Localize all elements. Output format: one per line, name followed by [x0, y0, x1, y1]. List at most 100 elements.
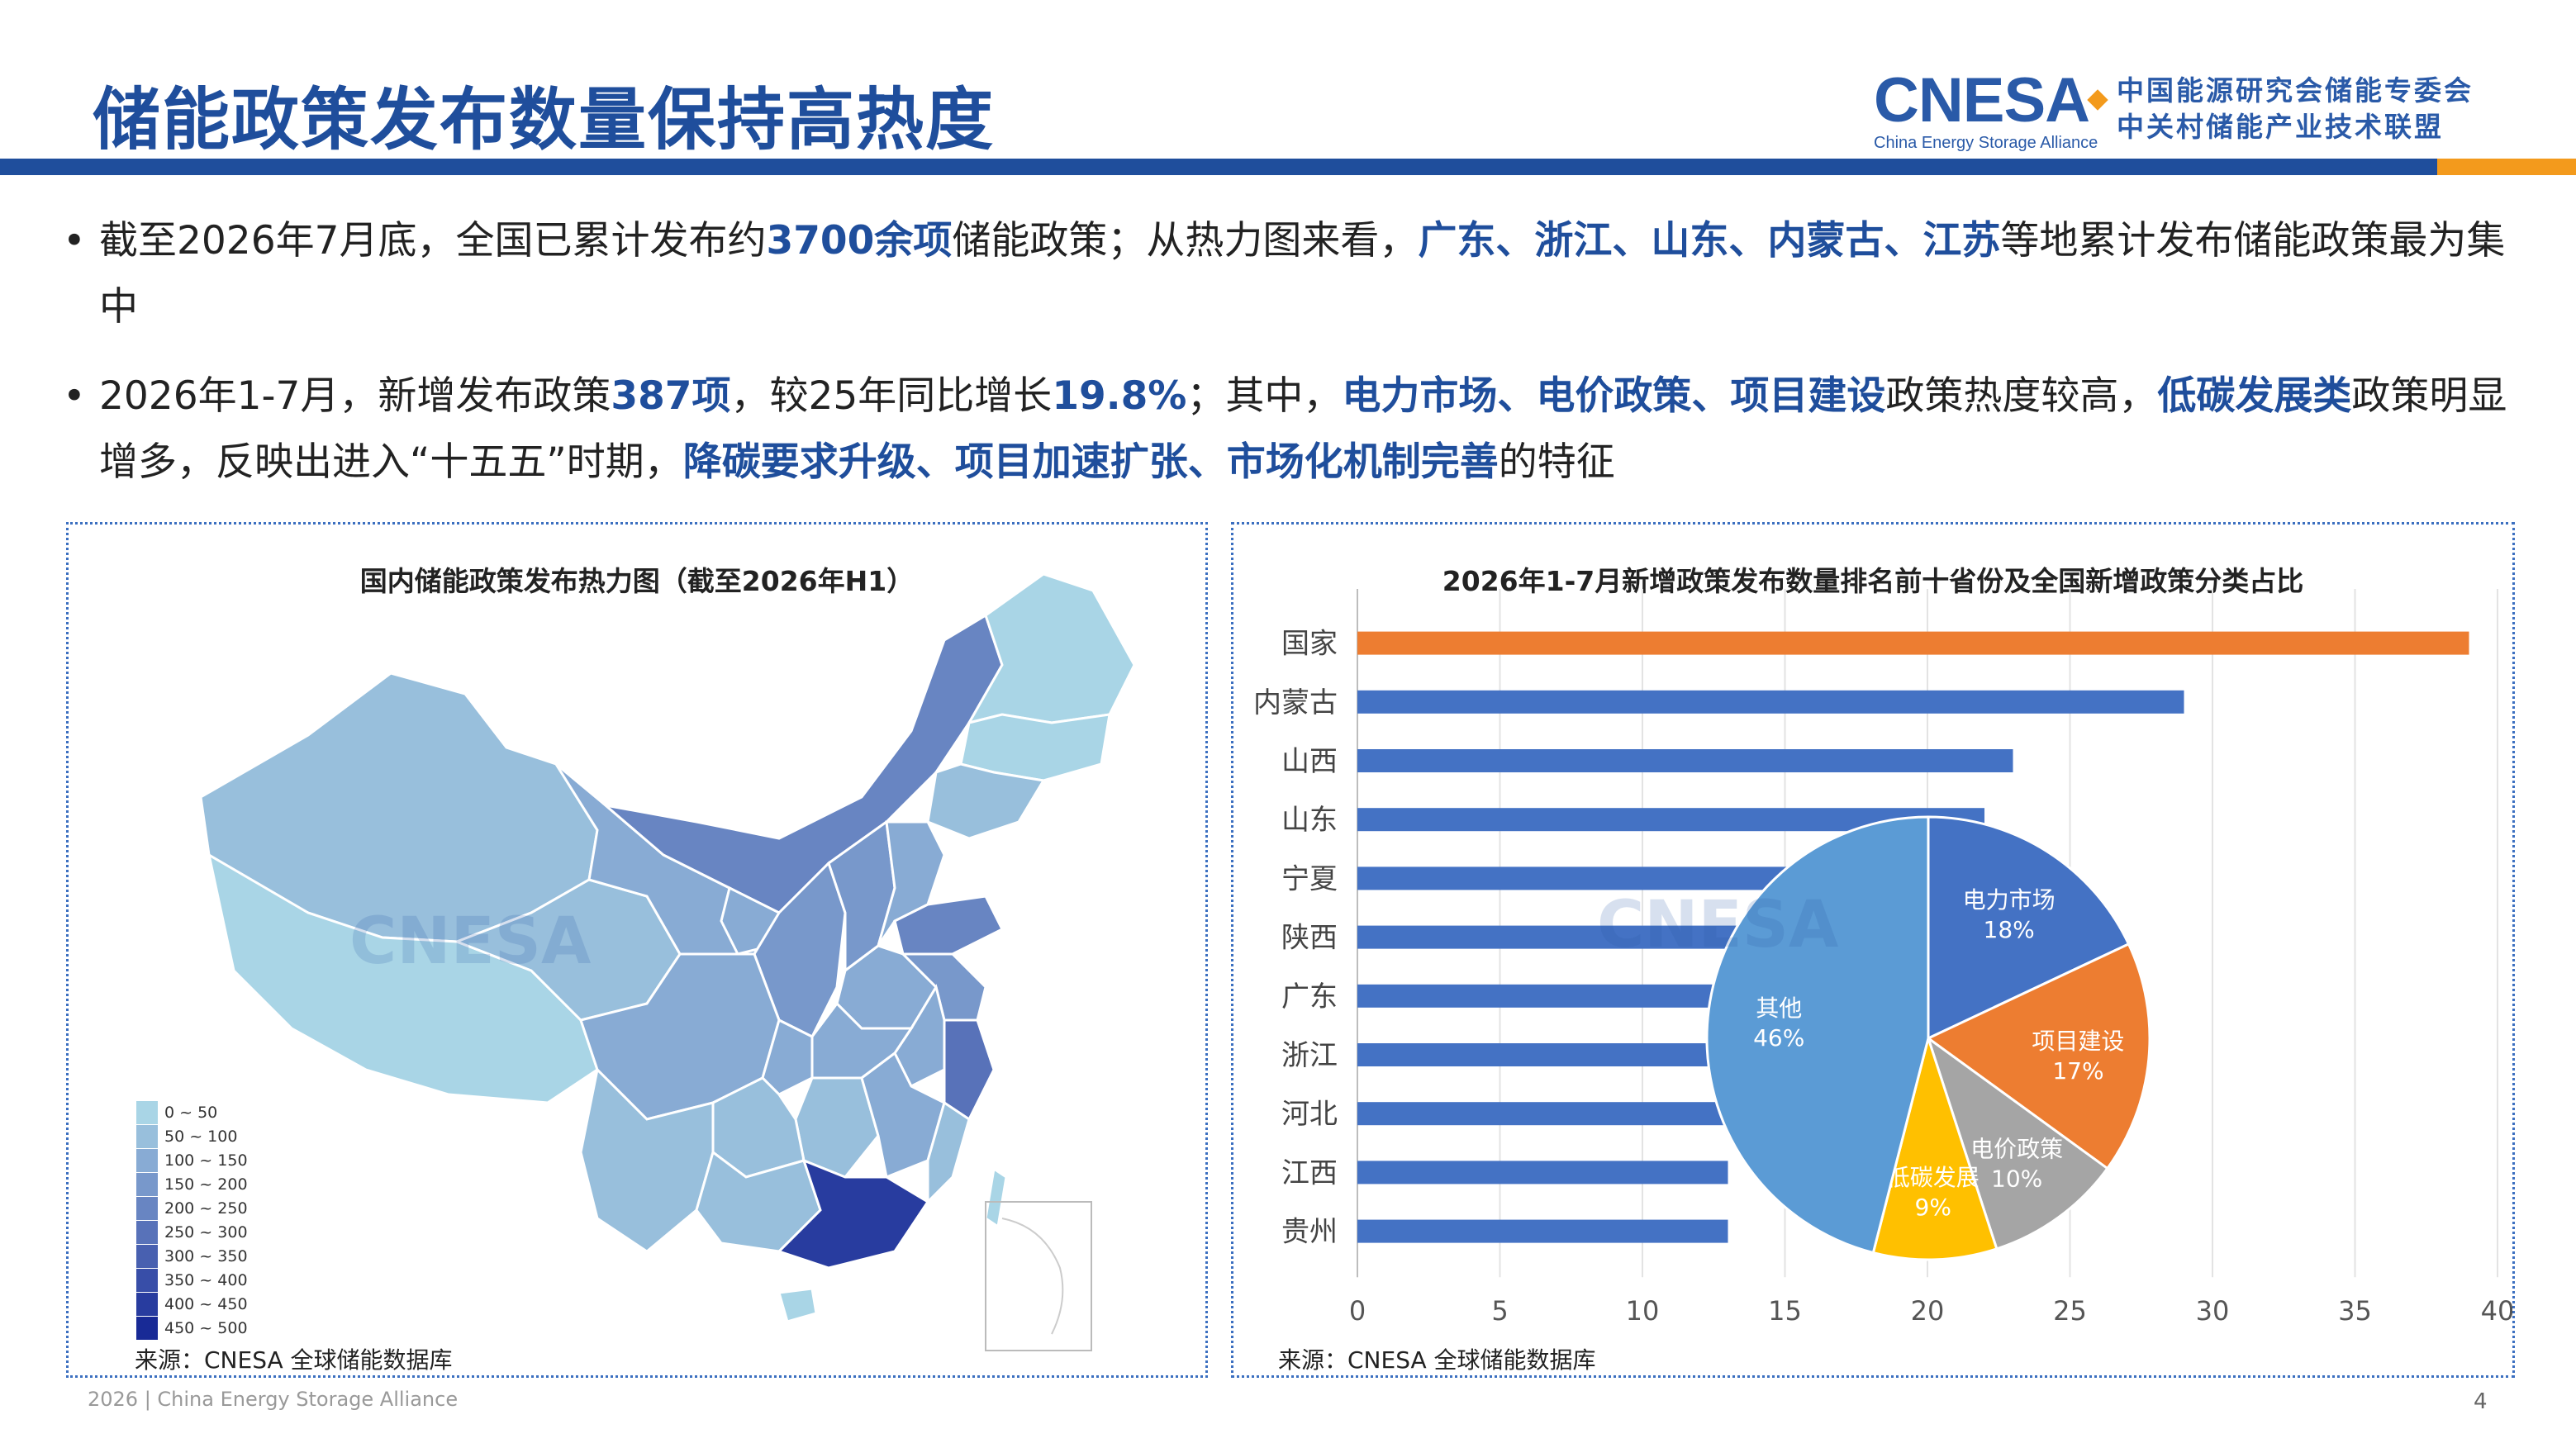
legend-label: 300 ~ 350	[164, 1247, 248, 1265]
heatmap-source: 来源：CNESA 全球储能数据库	[135, 1346, 453, 1374]
heatmap-title: 国内储能政策发布热力图（截至2026年H1）	[359, 565, 915, 597]
legend-item: 400 ~ 450	[136, 1293, 248, 1317]
bullet-text: 2026年1-7月，新增发布政策387项，较25年同比增长19.8%；其中，电力…	[99, 373, 2507, 485]
legend-label: 250 ~ 300	[164, 1223, 248, 1241]
china-heatmap	[199, 572, 1136, 1351]
logo-sub-text: China Energy Storage Alliance	[1874, 134, 2098, 152]
pie-slice-value: 18%	[1984, 916, 2035, 943]
legend-item: 250 ~ 300	[136, 1221, 248, 1245]
bar-pie-panel: 2026年1-7月新增政策发布数量排名前十省份及全国新增政策分类占比 0 5 10 1…	[1231, 522, 2515, 1378]
header-rule-accent	[2437, 159, 2576, 175]
watermark: CNESA	[349, 904, 592, 979]
bullet-segment: 2026年1-7月，新增发布政策	[99, 373, 611, 419]
bullet-highlight: 降碳要求升级、项目加速扩张、市场化机制完善	[682, 439, 1499, 485]
pie-slice-value: 46%	[1753, 1024, 1804, 1052]
bullet-highlight: 广东、浙江、山东、内蒙古、江苏	[1418, 218, 2001, 263]
bullet-segment: ；其中，	[1186, 373, 1343, 419]
legend-label: 400 ~ 450	[164, 1295, 248, 1313]
y-tick-label: 广东	[1281, 980, 1338, 1014]
pie-slice-label: 电力市场	[1963, 886, 2056, 914]
cnesa-logo: CNESA China Energy Storage Alliance	[1874, 65, 2108, 153]
bullet-highlight: 387项	[611, 373, 731, 419]
legend-label: 100 ~ 150	[164, 1151, 248, 1170]
legend-swatch	[136, 1125, 158, 1148]
bullet-highlight: 19.8%	[1052, 373, 1187, 419]
legend-item: 350 ~ 400	[136, 1269, 248, 1293]
y-tick-label: 宁夏	[1281, 862, 1338, 895]
bar	[1357, 1219, 1728, 1243]
bullet-item: • 2026年1-7月，新增发布政策387项，较25年同比增长19.8%；其中，…	[58, 363, 2520, 496]
bullet-highlight: 3700余项	[766, 218, 953, 263]
logo-main-text: CNESA	[1874, 65, 2090, 135]
bar-chart-source: 来源：CNESA 全球储能数据库	[1278, 1346, 1596, 1374]
legend-swatch	[136, 1317, 158, 1340]
bullet-dot-icon: •	[63, 373, 86, 419]
x-tick-label: 25	[2053, 1295, 2087, 1327]
logo-cn-line2: 中关村储能产业技术联盟	[2117, 111, 2444, 143]
bullet-highlight: 低碳发展类	[2157, 373, 2352, 419]
heatmap-panel: 国内储能政策发布热力图（截至2026年H1）	[66, 522, 1208, 1378]
pie-slice-label: 其他	[1756, 995, 1802, 1022]
south-china-sea-inset	[985, 1201, 1092, 1351]
legend-swatch	[136, 1293, 158, 1316]
bullet-segment: 政策明显增多，反映出进入“十五五”时期，	[99, 373, 2507, 485]
logo-cn-text: 中国能源研究会储能专委会 中关村储能产业技术联盟	[2117, 73, 2474, 145]
bullet-segment: 储能政策；从热力图来看，	[952, 218, 1419, 263]
x-tick-label: 30	[2196, 1295, 2230, 1327]
page-title: 储能政策发布数量保持高热度	[93, 81, 996, 159]
bullet-dot-icon: •	[63, 218, 86, 263]
bar	[1357, 749, 2013, 772]
pie-slice-label: 电价政策	[1970, 1135, 2063, 1162]
pie-slice-label: 低碳发展	[1887, 1164, 1980, 1191]
legend-swatch	[136, 1221, 158, 1244]
province-zhejiang	[943, 1018, 996, 1122]
legend-item: 150 ~ 200	[136, 1173, 248, 1197]
bullet-list: • 截至2026年7月底，全国已累计发布约3700余项储能政策；从热力图来看，广…	[58, 208, 2520, 519]
province-fujian	[926, 1100, 971, 1205]
legend-item: 450 ~ 500	[136, 1317, 248, 1341]
pie-slice	[1927, 815, 2131, 1041]
pie-slice	[1926, 1035, 2109, 1251]
y-tick-label: 国家	[1281, 628, 1338, 661]
y-tick-label: 江西	[1281, 1156, 1338, 1189]
watermark: CNESA	[1597, 888, 1839, 962]
pie-slice-value: 9%	[1915, 1194, 1951, 1221]
x-tick-label: 0	[1349, 1295, 1366, 1327]
pie-slice	[1926, 942, 2151, 1170]
bullet-highlight: 电力市场、电价政策、项目建设	[1342, 373, 1886, 419]
y-tick-label: 贵州	[1281, 1216, 1338, 1249]
map-provinces	[199, 572, 1136, 1323]
legend-item: 200 ~ 250	[136, 1197, 248, 1221]
bullet-segment: 等地累计发布储能政策最为集中	[99, 218, 2506, 330]
legend-label: 50 ~ 100	[164, 1128, 238, 1146]
x-tick-label: 20	[1911, 1295, 1945, 1327]
y-tick-label: 内蒙古	[1253, 686, 1338, 719]
x-tick-label: 15	[1768, 1295, 1802, 1327]
legend-swatch	[136, 1245, 158, 1268]
bar	[1357, 690, 2184, 714]
legend-label: 450 ~ 500	[164, 1319, 248, 1337]
bar	[1357, 1102, 1756, 1126]
bar	[1357, 1161, 1728, 1185]
y-tick-label: 陕西	[1281, 922, 1338, 955]
legend-label: 150 ~ 200	[164, 1175, 248, 1194]
y-tick-label: 山东	[1281, 804, 1338, 837]
bullet-text: 截至2026年7月底，全国已累计发布约3700余项储能政策；从热力图来看，广东、…	[99, 218, 2505, 330]
bullet-item: • 截至2026年7月底，全国已累计发布约3700余项储能政策；从热力图来看，广…	[58, 208, 2520, 340]
bar	[1357, 631, 2469, 655]
legend-item: 0 ~ 50	[136, 1101, 217, 1125]
header-rule	[0, 159, 2437, 175]
province-guangdong	[777, 1158, 930, 1270]
y-tick-label: 山西	[1281, 745, 1338, 778]
legend-swatch	[136, 1197, 158, 1220]
pie-slice-label: 项目建设	[2032, 1028, 2124, 1055]
legend-swatch	[136, 1173, 158, 1196]
bullet-segment: 截至2026年7月底，全国已累计发布约	[99, 218, 767, 263]
y-tick-label: 河北	[1281, 1098, 1338, 1131]
y-tick-label: 浙江	[1281, 1039, 1338, 1072]
x-tick-label: 40	[2481, 1295, 2512, 1327]
legend-label: 350 ~ 400	[164, 1271, 248, 1289]
legend-swatch	[136, 1101, 158, 1124]
province-chongqing	[761, 1018, 814, 1096]
